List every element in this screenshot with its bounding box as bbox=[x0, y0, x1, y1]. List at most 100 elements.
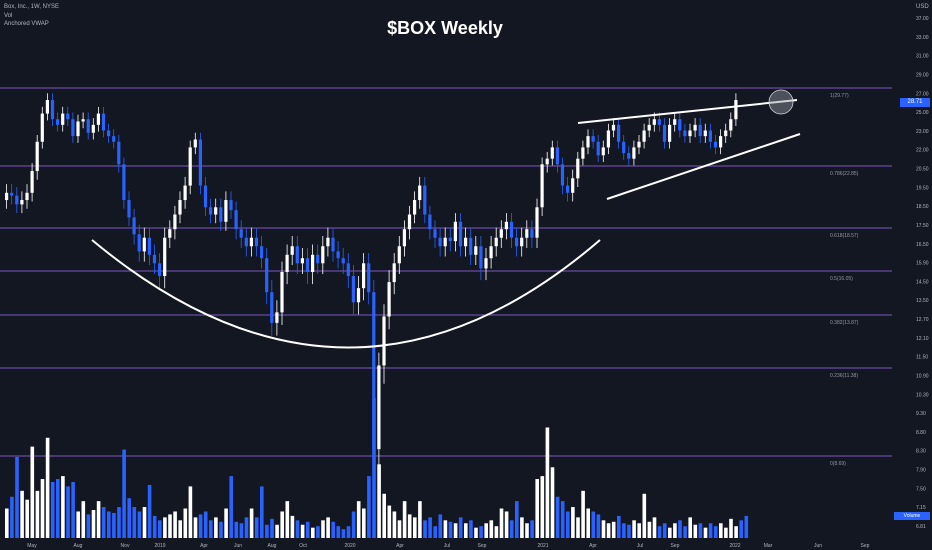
candle-body bbox=[10, 192, 14, 196]
candle-body bbox=[504, 221, 508, 230]
candle-body bbox=[188, 147, 192, 186]
candle-body bbox=[555, 147, 559, 165]
volume-bar bbox=[346, 526, 351, 538]
volume-bar bbox=[300, 524, 305, 538]
candle-body bbox=[438, 237, 442, 247]
time-tick-label: May bbox=[27, 543, 37, 549]
volume-bar bbox=[122, 449, 126, 538]
candle-body bbox=[509, 221, 514, 238]
candle-body bbox=[458, 221, 463, 247]
volume-bar bbox=[244, 517, 249, 538]
candle-body bbox=[479, 246, 483, 269]
last-price-badge: 28.71 bbox=[900, 98, 930, 107]
candle-body bbox=[494, 237, 498, 247]
volume-bars bbox=[5, 398, 749, 538]
volume-bar bbox=[356, 501, 361, 538]
candle-body bbox=[464, 237, 468, 247]
candle-body bbox=[433, 229, 437, 238]
candle-body bbox=[71, 119, 75, 137]
candle-body bbox=[423, 185, 427, 215]
candle-body bbox=[372, 292, 376, 450]
volume-bar bbox=[178, 520, 182, 538]
volume-bar bbox=[137, 511, 142, 538]
volume-bar bbox=[321, 520, 325, 538]
volume-bar bbox=[249, 508, 254, 538]
candle-body bbox=[86, 119, 90, 133]
candle-body bbox=[265, 258, 269, 293]
candle-body bbox=[571, 178, 575, 193]
volume-badge: Volume bbox=[894, 512, 930, 520]
candle-body bbox=[662, 124, 667, 142]
candle-body bbox=[678, 119, 682, 131]
candle-body bbox=[326, 237, 330, 247]
volume-bar bbox=[713, 526, 718, 538]
price-tick-label: 15.90 bbox=[916, 261, 929, 267]
candle-body bbox=[443, 237, 447, 247]
volume-bar bbox=[581, 490, 585, 538]
volume-bar bbox=[362, 508, 366, 538]
volume-bar bbox=[678, 520, 682, 538]
volume-bar bbox=[45, 437, 50, 538]
candle-body bbox=[392, 263, 396, 283]
volume-bar bbox=[203, 511, 208, 538]
candle-body bbox=[713, 141, 718, 148]
candle-body bbox=[351, 276, 355, 303]
candle-body bbox=[622, 141, 626, 154]
breakout-highlight-circle bbox=[768, 89, 794, 115]
candle-body bbox=[734, 100, 738, 120]
volume-bar bbox=[402, 501, 407, 538]
candle-body bbox=[673, 119, 677, 125]
candle-body bbox=[178, 200, 182, 215]
candle-body bbox=[56, 119, 60, 125]
price-axis: 37.00 33.00 31.00 29.00 27.00 25.00 23.00 22.00… bbox=[916, 16, 929, 530]
price-tick-label: 11.50 bbox=[916, 355, 928, 361]
volume-bar bbox=[474, 527, 478, 538]
volume-bar bbox=[566, 511, 570, 538]
candle-body bbox=[550, 147, 554, 159]
volume-bar bbox=[367, 476, 371, 538]
candle-body bbox=[520, 237, 524, 247]
volume-bar bbox=[617, 515, 621, 538]
volume-bar bbox=[637, 523, 641, 538]
volume-bar bbox=[112, 512, 116, 538]
volume-bar bbox=[606, 523, 611, 538]
candle-body bbox=[158, 263, 162, 277]
volume-bar bbox=[341, 529, 346, 538]
time-tick-label: Sep bbox=[861, 543, 870, 549]
volume-bar bbox=[397, 520, 402, 538]
candle-body bbox=[40, 113, 44, 142]
candle-body bbox=[224, 200, 228, 222]
volume-bar bbox=[392, 511, 397, 538]
time-tick-label: Jun bbox=[814, 543, 822, 549]
time-tick-label: Aug bbox=[74, 543, 83, 549]
candle-body bbox=[387, 282, 391, 317]
candle-body bbox=[535, 207, 539, 238]
price-tick-label: 7.50 bbox=[916, 486, 926, 492]
price-tick-label: 14.50 bbox=[916, 279, 929, 285]
fib-label-5: 0.236(11.38) bbox=[830, 373, 858, 379]
candle-body bbox=[499, 229, 503, 238]
candle-body bbox=[576, 158, 580, 179]
time-tick-label: Jul bbox=[444, 543, 450, 549]
volume-bar bbox=[627, 524, 631, 538]
time-tick-label: Aug bbox=[268, 543, 277, 549]
volume-bar bbox=[91, 510, 96, 538]
time-tick-label: Mar bbox=[764, 543, 773, 549]
volume-bar bbox=[86, 514, 91, 538]
candle-body bbox=[260, 246, 264, 259]
price-tick-label: 6.81 bbox=[916, 524, 926, 530]
time-tick-label: Nov bbox=[121, 543, 130, 549]
fib-levels: 1(29.77) 0.786(22.85) 0.618(18.57) 0.5(16.0… bbox=[0, 87, 892, 467]
fib-label-2: 0.618(18.57) bbox=[830, 233, 859, 239]
candle-body bbox=[219, 207, 223, 222]
candle-body bbox=[107, 130, 111, 137]
volume-bar bbox=[295, 520, 300, 538]
volume-bar bbox=[438, 514, 443, 538]
volume-bar bbox=[127, 498, 131, 538]
price-tick-label: 8.30 bbox=[916, 449, 926, 455]
candle-body bbox=[183, 185, 187, 201]
candle-body bbox=[229, 200, 233, 211]
symbol-line: Box, Inc., 1W, NYSE bbox=[4, 4, 60, 10]
candle-body bbox=[112, 136, 116, 142]
